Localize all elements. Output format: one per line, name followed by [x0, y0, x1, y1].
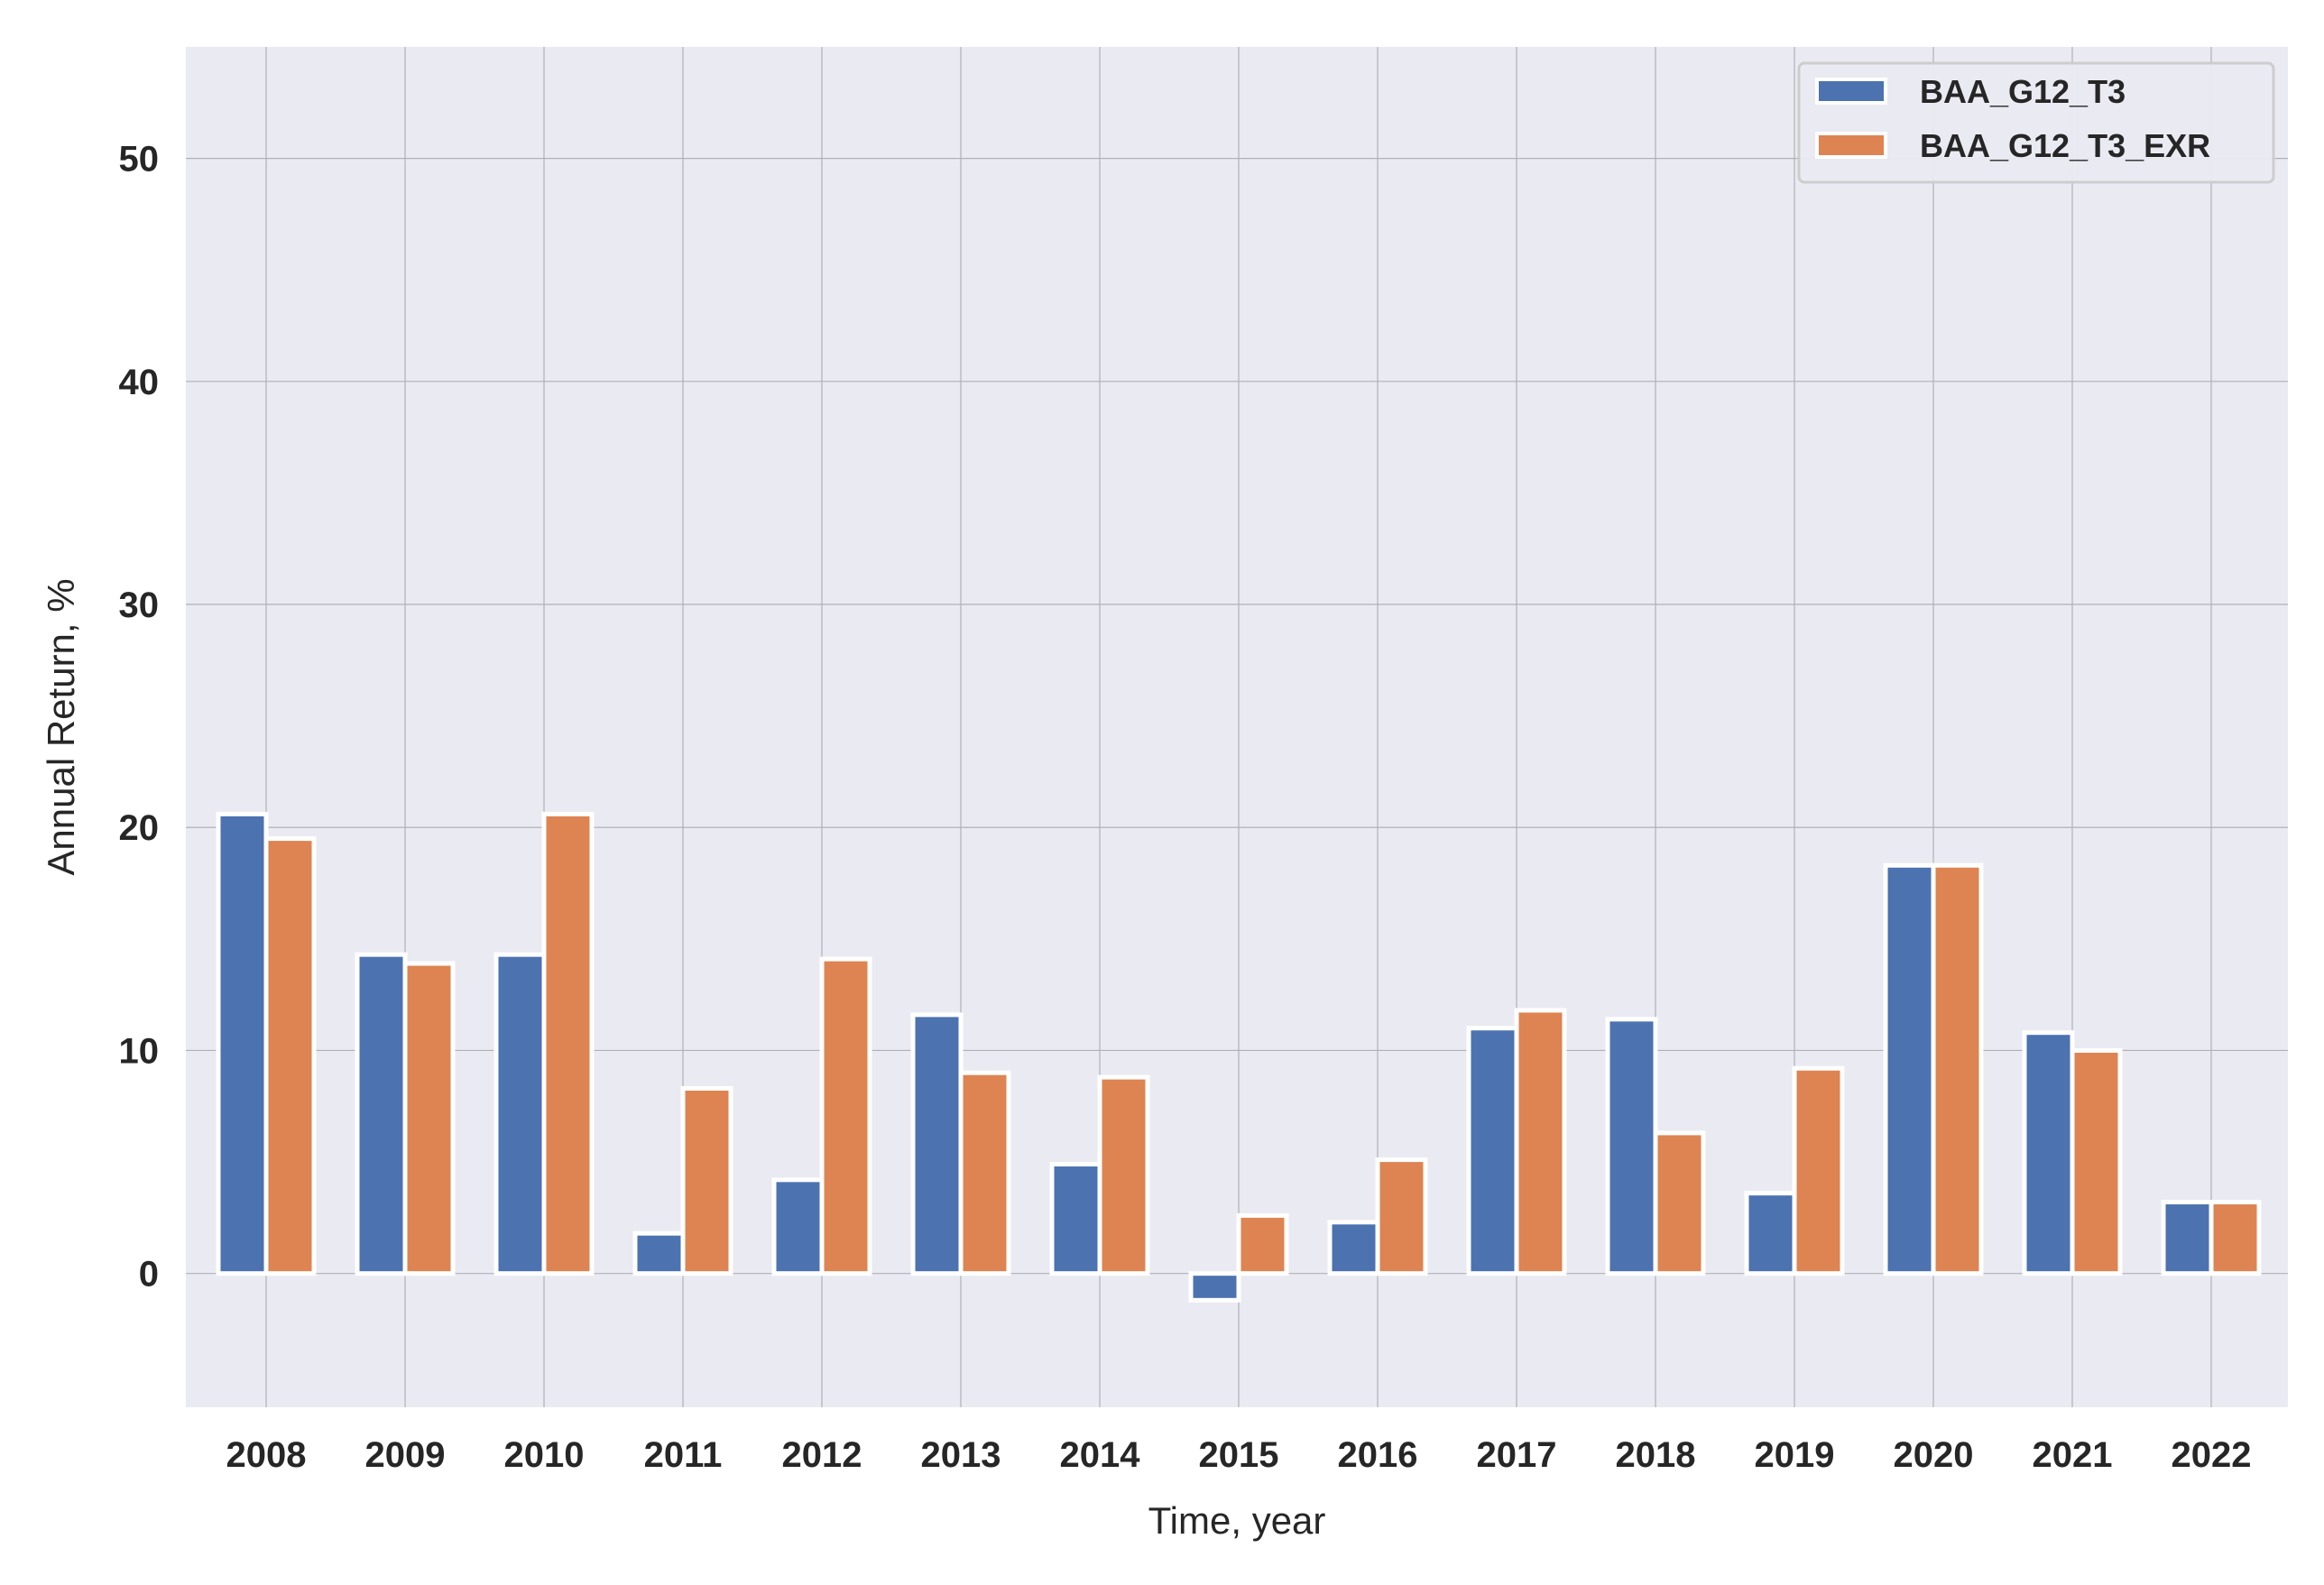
bar-series-2-2014 — [1097, 1074, 1150, 1276]
bar-series-1-2009 — [355, 952, 408, 1276]
bar-series-1-2022 — [2161, 1200, 2214, 1276]
x-tick-label: 2019 — [1755, 1435, 1835, 1475]
y-axis-label: Annual Return, % — [40, 578, 82, 875]
bar-series-2-2017 — [1514, 1008, 1567, 1276]
bar-series-2-2015 — [1236, 1212, 1289, 1276]
bar-series-2-2016 — [1375, 1157, 1428, 1276]
bar-series-2-2019 — [1792, 1065, 1845, 1276]
x-tick-label: 2018 — [1616, 1435, 1696, 1475]
legend-label-series-1: BAA_G12_T3 — [1920, 73, 2126, 110]
x-tick-label: 2013 — [921, 1435, 1001, 1475]
bar-series-1-2008 — [216, 811, 269, 1276]
bar-series-1-2015 — [1188, 1271, 1241, 1303]
x-tick-label: 2020 — [1894, 1435, 1974, 1475]
bar-series-1-2019 — [1744, 1191, 1797, 1276]
legend: BAA_G12_T3 BAA_G12_T3_EXR — [1797, 61, 2275, 184]
x-tick-label: 2016 — [1338, 1435, 1418, 1475]
bar-series-1-2012 — [771, 1177, 825, 1276]
x-tick-label: 2015 — [1199, 1435, 1279, 1475]
x-tick-labels: 2008 2009 2010 2011 2012 2013 2014 2015 2016 2017… — [226, 1435, 2252, 1475]
x-tick-label: 2017 — [1477, 1435, 1557, 1475]
bar-series-2-2013 — [958, 1070, 1011, 1276]
bar-series-2-2008 — [263, 836, 317, 1276]
legend-swatch-series-2 — [1815, 132, 1887, 159]
bar-series-1-2020 — [1883, 862, 1936, 1276]
y-tick-label: 20 — [119, 808, 160, 848]
bar-series-1-2016 — [1327, 1220, 1380, 1276]
x-tick-label: 2009 — [365, 1435, 446, 1475]
x-axis-label: Time, year — [1148, 1499, 1326, 1542]
x-tick-label: 2010 — [504, 1435, 585, 1475]
bar-series-2-2022 — [2209, 1200, 2262, 1276]
x-tick-label: 2011 — [644, 1435, 723, 1475]
bar-series-1-2011 — [632, 1230, 686, 1276]
y-tick-label: 40 — [119, 363, 160, 402]
x-tick-label: 2012 — [782, 1435, 862, 1475]
y-tick-labels: 0 10 20 30 40 50 — [119, 140, 160, 1295]
y-tick-label: 50 — [119, 140, 160, 180]
legend-label-series-2: BAA_G12_T3_EXR — [1920, 127, 2210, 164]
x-tick-label: 2021 — [2033, 1435, 2113, 1475]
bar-series-1-2014 — [1049, 1162, 1102, 1276]
y-tick-label: 10 — [119, 1031, 160, 1071]
bar-series-1-2017 — [1466, 1026, 1519, 1276]
bar-series-2-2011 — [680, 1085, 733, 1276]
bar-series-1-2013 — [910, 1012, 964, 1276]
legend-box — [1797, 61, 2275, 184]
bar-series-2-2010 — [541, 811, 595, 1276]
y-tick-label: 0 — [139, 1255, 159, 1295]
bar-series-1-2010 — [493, 952, 547, 1276]
bar-series-2-2020 — [1931, 862, 1984, 1276]
bar-series-1-2021 — [2022, 1030, 2075, 1276]
x-tick-label: 2014 — [1060, 1435, 1141, 1475]
bar-series-2-2018 — [1653, 1130, 1706, 1276]
bar-series-1-2018 — [1605, 1017, 1658, 1276]
x-tick-label: 2022 — [2172, 1435, 2252, 1475]
x-tick-label: 2008 — [226, 1435, 307, 1475]
bar-series-2-2021 — [2070, 1047, 2123, 1276]
legend-swatch-series-1 — [1815, 78, 1887, 105]
bars — [216, 811, 2262, 1303]
bar-series-2-2009 — [402, 961, 456, 1276]
bar-series-2-2012 — [819, 956, 872, 1276]
y-tick-label: 30 — [119, 585, 160, 625]
